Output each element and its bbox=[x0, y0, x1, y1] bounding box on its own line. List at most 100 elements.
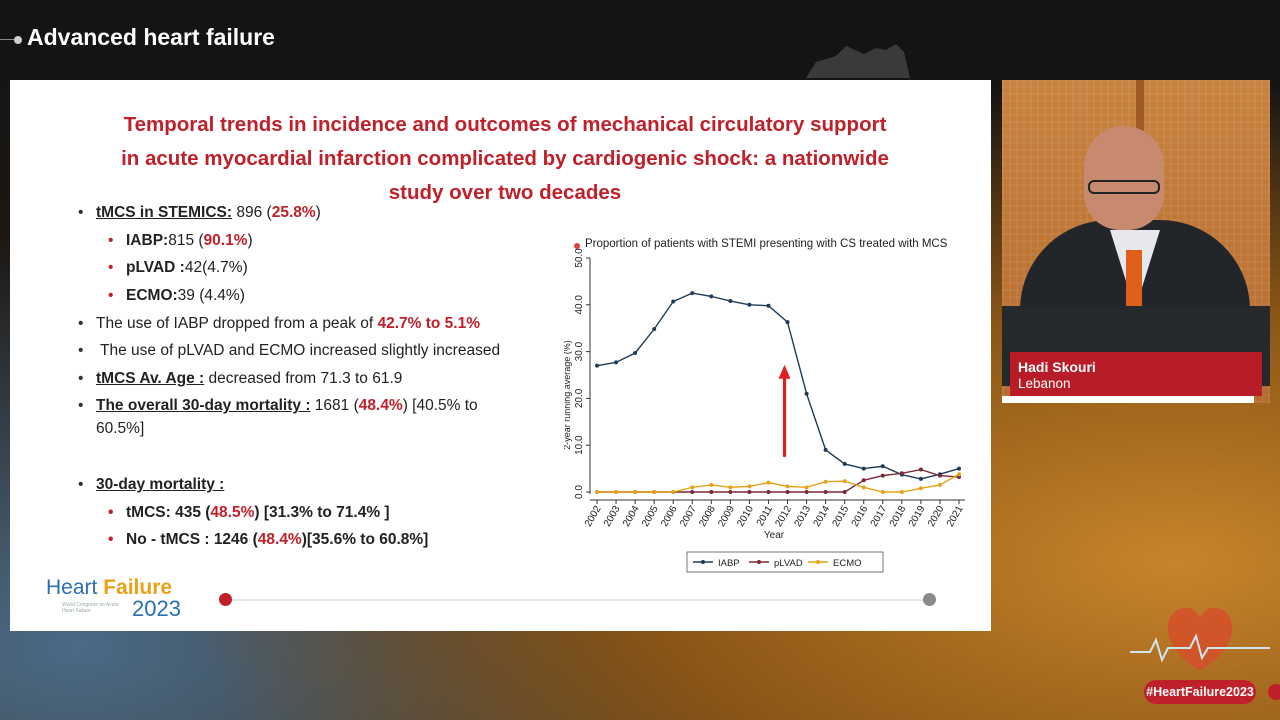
data-point-plvad bbox=[957, 475, 961, 480]
x-tick-label: 2009 bbox=[716, 504, 737, 529]
bullet-mortality-tmcs: • tMCS: 435 (48.5%) [31.3% to 71.4% ] bbox=[108, 504, 390, 521]
data-point-iabp bbox=[957, 466, 961, 471]
data-point-plvad bbox=[842, 490, 847, 494]
annotation-arrow-head bbox=[778, 364, 791, 379]
data-point-plvad bbox=[690, 490, 695, 494]
data-point-plvad bbox=[785, 490, 790, 494]
x-tick-label: 2017 bbox=[869, 504, 890, 529]
y-tick-label: 20.0 bbox=[574, 388, 585, 408]
data-point-plvad bbox=[937, 473, 942, 478]
data-point-iabp bbox=[785, 320, 790, 325]
bullet-label: tMCS: 435 ( bbox=[126, 504, 211, 521]
data-point-plvad bbox=[918, 467, 923, 472]
bullet-value-end: ) [40.5% to bbox=[402, 397, 478, 414]
x-tick-label: 2007 bbox=[678, 504, 699, 529]
legend-marker-iabp bbox=[701, 560, 705, 564]
bullet-value: decreased from 71.3 to 61.9 bbox=[204, 370, 403, 387]
x-tick-label: 2014 bbox=[812, 504, 833, 529]
x-tick-label: 2011 bbox=[755, 504, 775, 529]
bullet-overall-mortality: • The overall 30-day mortality : 1681 (48… bbox=[78, 397, 478, 414]
x-tick-label: 2013 bbox=[793, 504, 814, 529]
bullet-label: tMCS Av. Age : bbox=[96, 370, 205, 387]
data-point-ecmo bbox=[899, 490, 904, 494]
bullet-value-end: ) bbox=[247, 232, 253, 249]
data-point-plvad bbox=[880, 473, 885, 478]
data-point-ecmo bbox=[652, 490, 657, 494]
bullet-label: IABP: bbox=[126, 232, 169, 249]
data-point-ecmo bbox=[842, 479, 847, 484]
heart-emblem-icon bbox=[1130, 607, 1270, 670]
bullet-value-end: )[35.6% to 60.8%] bbox=[301, 531, 429, 548]
slide-progress-bar[interactable] bbox=[219, 593, 936, 606]
progress-start-marker[interactable] bbox=[219, 593, 232, 606]
data-point-iabp bbox=[709, 294, 714, 299]
stage-decoration bbox=[806, 44, 910, 78]
data-point-iabp bbox=[595, 363, 599, 368]
header-dot bbox=[14, 36, 22, 44]
data-point-iabp bbox=[861, 466, 866, 471]
data-point-plvad bbox=[747, 490, 752, 494]
bullet-30day-mortality: • 30-day mortality : bbox=[78, 476, 225, 493]
bullet-iabp-drop: • The use of IABP dropped from a peak of … bbox=[78, 315, 480, 332]
data-point-ecmo bbox=[747, 484, 752, 489]
data-point-iabp bbox=[633, 351, 638, 356]
data-point-ecmo bbox=[595, 490, 599, 494]
data-point-iabp bbox=[652, 327, 657, 332]
y-tick-label: 30.0 bbox=[574, 341, 585, 361]
bullet-percent: 48.4% bbox=[257, 531, 302, 548]
bullet-value: 1681 ( bbox=[310, 397, 359, 414]
bullet-value: 896 ( bbox=[232, 204, 272, 221]
header-line bbox=[0, 39, 14, 40]
data-point-iabp bbox=[880, 464, 885, 469]
x-tick-label: 2005 bbox=[640, 504, 661, 529]
speaker-country: Lebanon bbox=[1018, 376, 1071, 391]
session-title: Advanced heart failure bbox=[27, 24, 275, 50]
x-tick-label: 2018 bbox=[888, 504, 909, 529]
data-point-ecmo bbox=[823, 479, 828, 484]
speaker-name: Hadi Skouri bbox=[1018, 359, 1096, 375]
data-point-ecmo bbox=[937, 482, 942, 487]
logo-word-failure: Failure bbox=[103, 576, 173, 599]
data-point-plvad bbox=[804, 490, 809, 494]
progress-end-marker[interactable] bbox=[923, 593, 936, 606]
data-point-ecmo bbox=[861, 485, 866, 490]
y-tick-label: 50.0 bbox=[574, 248, 585, 268]
legend-marker-plvad bbox=[757, 560, 761, 564]
heart-failure-logo: Heart Failure World Congress on Acute He… bbox=[46, 576, 206, 626]
speaker-glasses bbox=[1088, 180, 1160, 194]
bullet-text: The use of pLVAD and ECMO increased slig… bbox=[96, 342, 501, 359]
mcs-trend-chart: Proportion of patients with STEMI presen… bbox=[564, 238, 966, 573]
chart-title: Proportion of patients with STEMI presen… bbox=[585, 238, 948, 250]
x-tick-label: 2010 bbox=[735, 504, 756, 529]
hashtag-badge: #HeartFailure2023 bbox=[1144, 680, 1256, 704]
series-line-ecmo bbox=[597, 473, 960, 493]
data-point-plvad bbox=[728, 490, 733, 494]
data-point-iabp bbox=[804, 391, 809, 396]
bullet-label: No - tMCS : 1246 ( bbox=[126, 531, 258, 548]
bullet-plvad-increase: • The use of pLVAD and ECMO increased sl… bbox=[78, 342, 501, 359]
x-tick-label: 2019 bbox=[907, 504, 928, 529]
bullet-iabp: • IABP:815 (90.1%) bbox=[108, 232, 253, 249]
data-point-iabp bbox=[842, 461, 847, 466]
y-tick-label: 40.0 bbox=[574, 295, 585, 315]
data-point-iabp bbox=[690, 291, 695, 296]
slide-title-line: Temporal trends in incidence and outcome… bbox=[123, 113, 887, 136]
speaker-head bbox=[1084, 126, 1164, 230]
x-tick-label: 2008 bbox=[697, 504, 718, 529]
bullet-value-end: ) [31.3% to 71.4% ] bbox=[254, 504, 390, 521]
bullet-mortality-no-tmcs: • No - tMCS : 1246 (48.4%)[35.6% to 60.8%… bbox=[108, 531, 429, 548]
data-point-plvad bbox=[766, 490, 771, 494]
data-point-ecmo bbox=[785, 484, 790, 489]
bullet-label: ECMO: bbox=[126, 287, 178, 304]
legend-box bbox=[686, 551, 884, 573]
x-tick-label: 2015 bbox=[831, 504, 852, 529]
bullet-value: 815 ( bbox=[168, 232, 204, 249]
data-point-iabp bbox=[823, 447, 828, 452]
speaker-nameplate: Hadi Skouri Lebanon bbox=[1010, 352, 1262, 396]
data-point-plvad bbox=[899, 471, 904, 476]
data-point-iabp bbox=[766, 303, 771, 308]
bullet-age: • tMCS Av. Age : decreased from 71.3 to 6… bbox=[78, 370, 403, 387]
data-point-ecmo bbox=[633, 490, 638, 494]
bullet-label: 30-day mortality : bbox=[96, 476, 225, 493]
data-point-ecmo bbox=[728, 485, 733, 490]
